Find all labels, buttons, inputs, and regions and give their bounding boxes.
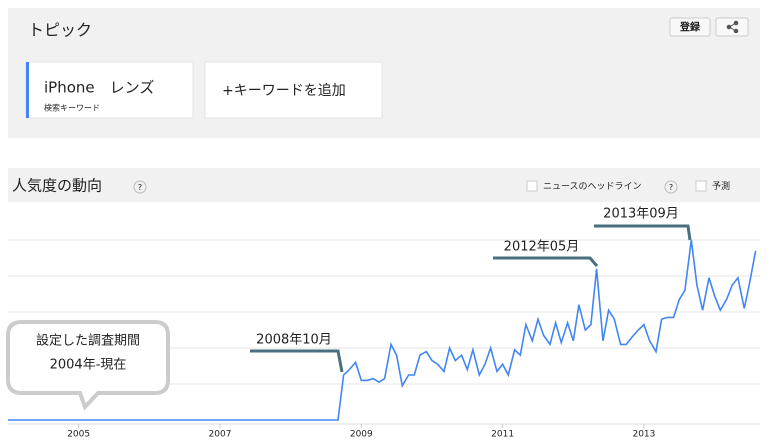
x-tick-label: 2013 [632, 430, 655, 440]
subscribe-button[interactable] [669, 17, 711, 37]
subscribe-label: 登録 [679, 21, 701, 34]
x-tick-label: 2011 [491, 430, 514, 440]
callout-text: 設定した調査期間 [36, 333, 140, 349]
annotation-pointer [493, 256, 599, 267]
term-name: iPhone レンズ [44, 79, 154, 97]
x-tick-label: 2005 [67, 430, 90, 440]
annotation: 2008年10月 [256, 333, 332, 348]
callout-bubble [6, 320, 170, 411]
annotation-pointer [594, 224, 692, 241]
annotation: 2012年05月 [504, 240, 580, 255]
panel-title: トピック [28, 21, 92, 40]
term-color [26, 62, 29, 118]
help-text: ? [138, 183, 142, 192]
help-icon[interactable] [133, 180, 147, 194]
annotation: 2013年09月 [603, 207, 679, 222]
chart-header [8, 168, 760, 202]
term-kind: 検索キーワード [44, 103, 100, 113]
share-icon [726, 20, 739, 34]
chart-title: 人気度の動向 [12, 177, 102, 195]
forecast-label: 予測 [712, 180, 730, 192]
x-tick-label: 2009 [350, 430, 373, 440]
add-term: +キーワードを追加 [222, 83, 346, 99]
callout-text: 2004年-現在 [50, 358, 127, 373]
share-button[interactable] [715, 17, 749, 37]
x-tick-label: 2007 [209, 430, 232, 440]
news-label: ニュースのヘッドライン [543, 181, 642, 192]
help-text: ? [669, 183, 673, 192]
trend-line [8, 239, 757, 421]
help-icon[interactable] [664, 180, 678, 194]
news-checkbox[interactable] [526, 180, 538, 192]
add-term-card[interactable] [204, 61, 383, 119]
forecast-checkbox[interactable] [695, 180, 707, 192]
annotation-pointer [250, 349, 344, 373]
